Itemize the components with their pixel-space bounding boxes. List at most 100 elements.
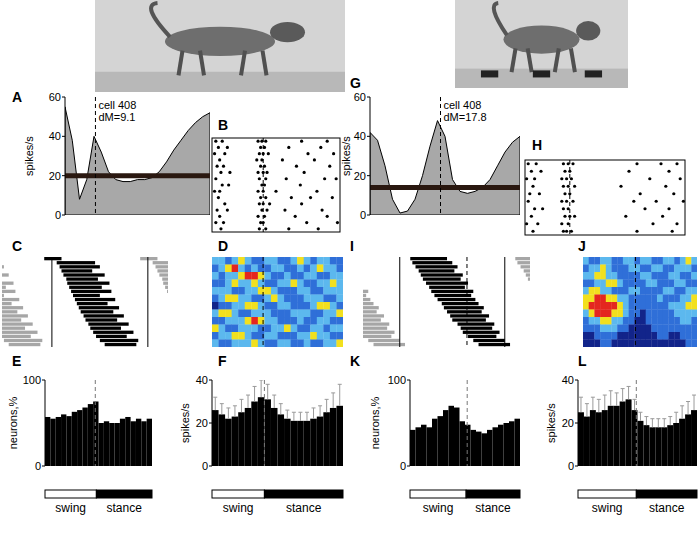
heat-cell bbox=[674, 287, 680, 295]
activity-period bbox=[90, 327, 121, 330]
heat-cell bbox=[640, 295, 646, 303]
heat-cell bbox=[583, 287, 589, 295]
heat-cell bbox=[589, 340, 595, 348]
spike bbox=[531, 230, 534, 233]
error-stem bbox=[652, 419, 653, 428]
heat-cell bbox=[623, 310, 629, 318]
heat-cell bbox=[310, 295, 317, 303]
y-tick bbox=[62, 175, 65, 176]
plot-area bbox=[525, 160, 685, 235]
y-axis-label: spikes/s bbox=[340, 136, 352, 176]
spike bbox=[664, 185, 667, 188]
heat-cell bbox=[238, 272, 245, 280]
activity-period-repeat bbox=[2, 310, 17, 313]
photo-cat-leg bbox=[528, 48, 532, 72]
heat-cell bbox=[623, 295, 629, 303]
heat-cell bbox=[606, 295, 612, 303]
heat-cell bbox=[686, 340, 692, 348]
panel: K0100neurons,%swingstance bbox=[350, 353, 520, 515]
panel: Gcell 408dM=17.80204060spikes/s bbox=[340, 75, 520, 221]
heat-cell bbox=[245, 302, 252, 310]
heat-cell bbox=[278, 317, 285, 325]
heat-cell bbox=[264, 257, 271, 265]
heat-cell bbox=[278, 310, 285, 318]
y-tick bbox=[407, 466, 410, 467]
spike bbox=[217, 196, 220, 199]
activity-period bbox=[479, 343, 511, 346]
heat-cell bbox=[600, 340, 606, 348]
heat-cell bbox=[297, 325, 304, 333]
heat-cell bbox=[651, 302, 657, 310]
spike bbox=[635, 230, 638, 233]
error-bar bbox=[591, 397, 595, 410]
heat-cell bbox=[663, 310, 669, 318]
spike bbox=[667, 170, 670, 173]
error-cap bbox=[338, 384, 342, 385]
heat-cell bbox=[310, 317, 317, 325]
heat-cell bbox=[583, 257, 589, 265]
heat-cell bbox=[583, 295, 589, 303]
error-stem bbox=[248, 395, 249, 408]
heat-cell bbox=[258, 317, 265, 325]
heat-cell bbox=[225, 272, 232, 280]
activity-period bbox=[421, 273, 463, 276]
heat-cell bbox=[219, 302, 226, 310]
heat-cell bbox=[680, 340, 686, 348]
heat-cell bbox=[669, 332, 675, 340]
spike bbox=[563, 170, 566, 173]
heat-cell bbox=[258, 265, 265, 273]
heat-cell bbox=[245, 340, 252, 348]
heat-cell bbox=[258, 310, 265, 318]
heat-cell bbox=[583, 325, 589, 333]
heat-cell bbox=[606, 265, 612, 273]
spike bbox=[535, 162, 538, 165]
heat-cell bbox=[264, 295, 271, 303]
y-tick bbox=[42, 380, 45, 381]
heat-cell bbox=[264, 310, 271, 318]
spike bbox=[264, 177, 267, 180]
panel: Acell 408dM=9.10204060spikes/s bbox=[12, 89, 210, 221]
error-cap bbox=[239, 399, 243, 400]
heat-cell bbox=[330, 340, 337, 348]
heat-cell bbox=[336, 257, 343, 265]
heat-cell bbox=[323, 265, 330, 273]
heat-cell bbox=[589, 310, 595, 318]
activity-period-repeat bbox=[9, 343, 41, 346]
heat-cell bbox=[225, 265, 232, 273]
heat-cell bbox=[583, 310, 589, 318]
heat-cell bbox=[264, 317, 271, 325]
heat-cell bbox=[640, 302, 646, 310]
spike bbox=[223, 152, 226, 155]
photo-cat-head bbox=[270, 22, 305, 42]
spike bbox=[659, 162, 662, 165]
heat-cell bbox=[304, 257, 311, 265]
activity-period-repeat bbox=[159, 273, 168, 276]
heat-cell bbox=[297, 280, 304, 288]
heat-cell bbox=[317, 265, 324, 273]
error-stem bbox=[215, 397, 216, 410]
y-axis bbox=[370, 97, 371, 215]
figure: Acell 408dM=9.10204060spikes/sBCDE0100ne… bbox=[0, 0, 700, 536]
activity-period-repeat bbox=[515, 257, 530, 260]
heat-cell bbox=[323, 340, 330, 348]
activity-period bbox=[75, 298, 115, 301]
error-cap bbox=[253, 386, 257, 387]
heat-cell bbox=[600, 257, 606, 265]
heat-cell bbox=[225, 340, 232, 348]
cycle-line bbox=[51, 257, 52, 347]
error-bar bbox=[272, 395, 276, 408]
bar bbox=[509, 421, 515, 466]
activity-period-repeat bbox=[157, 269, 168, 272]
heat-cell bbox=[600, 332, 606, 340]
heat-cell bbox=[284, 310, 291, 318]
error-bar bbox=[312, 408, 316, 419]
error-bar bbox=[644, 417, 648, 426]
heat-cell bbox=[629, 317, 635, 325]
heat-cell bbox=[669, 280, 675, 288]
heat-cell bbox=[304, 287, 311, 295]
heat-cell bbox=[612, 257, 618, 265]
y-tick bbox=[62, 97, 65, 98]
heat-cell bbox=[657, 325, 663, 333]
cycle-line bbox=[504, 257, 505, 347]
error-cap bbox=[656, 418, 660, 419]
